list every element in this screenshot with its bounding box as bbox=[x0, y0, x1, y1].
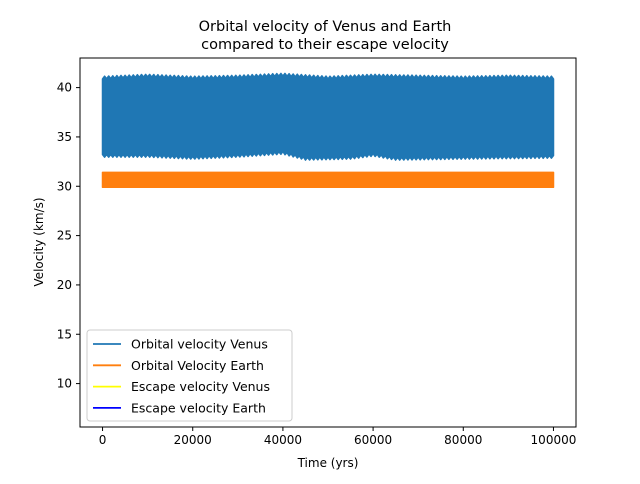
y-tick-label: 30 bbox=[57, 179, 72, 193]
legend-label-2: Orbital Velocity Earth bbox=[131, 358, 264, 373]
series-layer bbox=[101, 72, 555, 188]
legend-label-4: Escape velocity Earth bbox=[131, 400, 266, 415]
plot-frame bbox=[79, 57, 577, 428]
legend: Orbital velocity Venus Orbital Velocity E… bbox=[86, 329, 293, 422]
series-band-2 bbox=[101, 171, 555, 188]
x-axis-label: Time (yrs) bbox=[297, 456, 359, 470]
x-tick-label: 100000 bbox=[531, 433, 577, 447]
y-tick-label: 35 bbox=[57, 130, 72, 144]
y-axis: 10 15 20 25 30 35 40 bbox=[57, 81, 80, 391]
series-band-1 bbox=[101, 72, 555, 161]
y-tick-label: 15 bbox=[57, 327, 72, 341]
y-tick-label: 40 bbox=[57, 81, 72, 95]
y-tick-label: 25 bbox=[57, 229, 72, 243]
chart-title-line1: Orbital velocity of Venus and Earth bbox=[199, 19, 452, 35]
y-axis-label: Velocity (km/s) bbox=[32, 197, 46, 286]
chart-title-line2: compared to their escape velocity bbox=[201, 37, 449, 53]
x-axis: 0 20000 40000 60000 80000 100000 bbox=[99, 427, 577, 447]
y-tick-label: 10 bbox=[57, 377, 72, 391]
y-tick-label: 20 bbox=[57, 278, 72, 292]
x-tick-label: 0 bbox=[99, 433, 107, 447]
x-tick-label: 40000 bbox=[264, 433, 302, 447]
x-tick-label: 60000 bbox=[354, 433, 392, 447]
x-tick-label: 20000 bbox=[174, 433, 212, 447]
legend-box bbox=[86, 329, 293, 422]
x-tick-label: 80000 bbox=[444, 433, 482, 447]
legend-label-3: Escape velocity Venus bbox=[131, 379, 270, 394]
legend-label-1: Orbital velocity Venus bbox=[131, 337, 268, 352]
